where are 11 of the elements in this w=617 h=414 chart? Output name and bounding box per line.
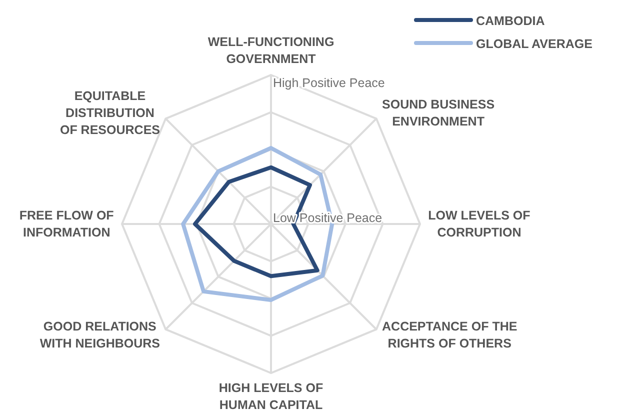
spoke-label: EQUITABLE DISTRIBUTION OF RESOURCES: [60, 88, 160, 137]
legend-label: GLOBAL AVERAGE: [476, 37, 592, 51]
legend-label: CAMBODIA: [476, 14, 545, 28]
spoke-label: SOUND BUSINESS ENVIRONMENT: [382, 97, 495, 128]
spoke-label: HIGH LEVELS OF HUMAN CAPITAL: [218, 381, 324, 412]
spoke-label: ACCEPTANCE OF THE RIGHTS OF OTHERS: [382, 320, 518, 351]
text: High Positive Peace: [273, 76, 385, 90]
spoke-label: GOOD RELATIONS WITH NEIGHBOURS: [40, 320, 160, 351]
spoke-label: WELL-FUNCTIONING GOVERNMENT: [208, 35, 334, 66]
spoke-label: LOW LEVELS OF CORRUPTION: [428, 208, 531, 240]
spoke-label: FREE FLOW OF INFORMATION: [19, 208, 114, 240]
